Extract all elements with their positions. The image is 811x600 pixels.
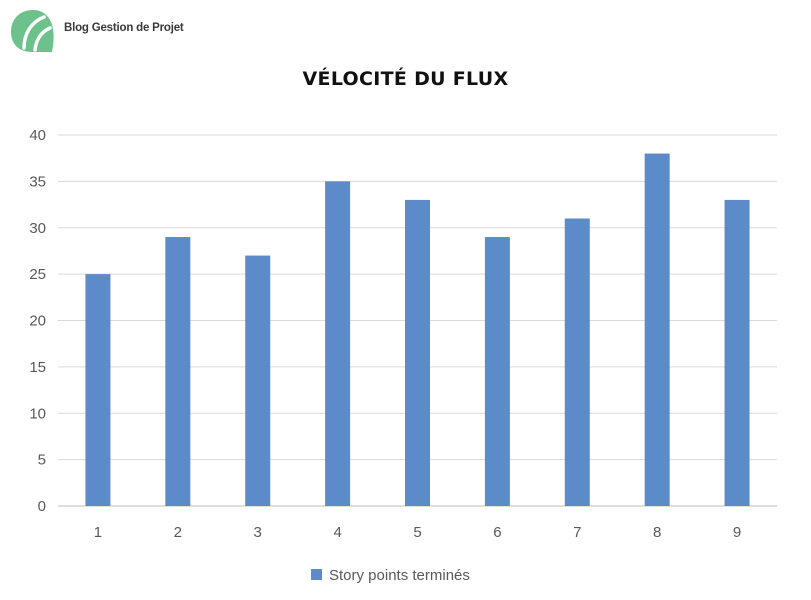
y-tick-label: 0: [38, 498, 46, 515]
x-tick-label: 4: [333, 524, 341, 541]
bar: [724, 199, 750, 507]
bar: [85, 274, 111, 506]
x-tick-label: 7: [573, 524, 581, 541]
y-tick-label: 40: [29, 127, 46, 144]
bar: [564, 218, 590, 506]
bar: [405, 199, 430, 507]
y-tick-label: 10: [29, 405, 46, 422]
x-tick-label: 1: [94, 524, 102, 541]
y-tick-label: 25: [29, 266, 46, 283]
y-tick-label: 5: [38, 452, 46, 469]
bar: [644, 153, 670, 507]
logo-text: Blog Gestion de Projet: [64, 22, 184, 34]
x-tick-label: 6: [493, 524, 501, 541]
y-tick-label: 30: [29, 220, 46, 237]
x-tick-label: 9: [733, 524, 741, 541]
y-tick-label: 35: [29, 173, 46, 190]
x-tick-label: 5: [413, 524, 421, 541]
chart-title: VÉLOCITÉ DU FLUX: [302, 68, 509, 90]
legend-swatch: [311, 569, 322, 580]
bar: [245, 255, 271, 506]
x-tick-label: 3: [254, 524, 262, 541]
logo-icon: [11, 10, 54, 52]
logo: Blog Gestion de Projet: [10, 8, 184, 54]
x-tick-label: 2: [174, 524, 182, 541]
x-tick-label: 8: [653, 524, 661, 541]
bar: [484, 237, 510, 506]
legend-label: Story points terminés: [329, 567, 470, 584]
bar: [325, 181, 351, 506]
y-tick-label: 15: [29, 359, 46, 376]
bar: [165, 237, 191, 506]
y-tick-label: 20: [29, 313, 46, 330]
